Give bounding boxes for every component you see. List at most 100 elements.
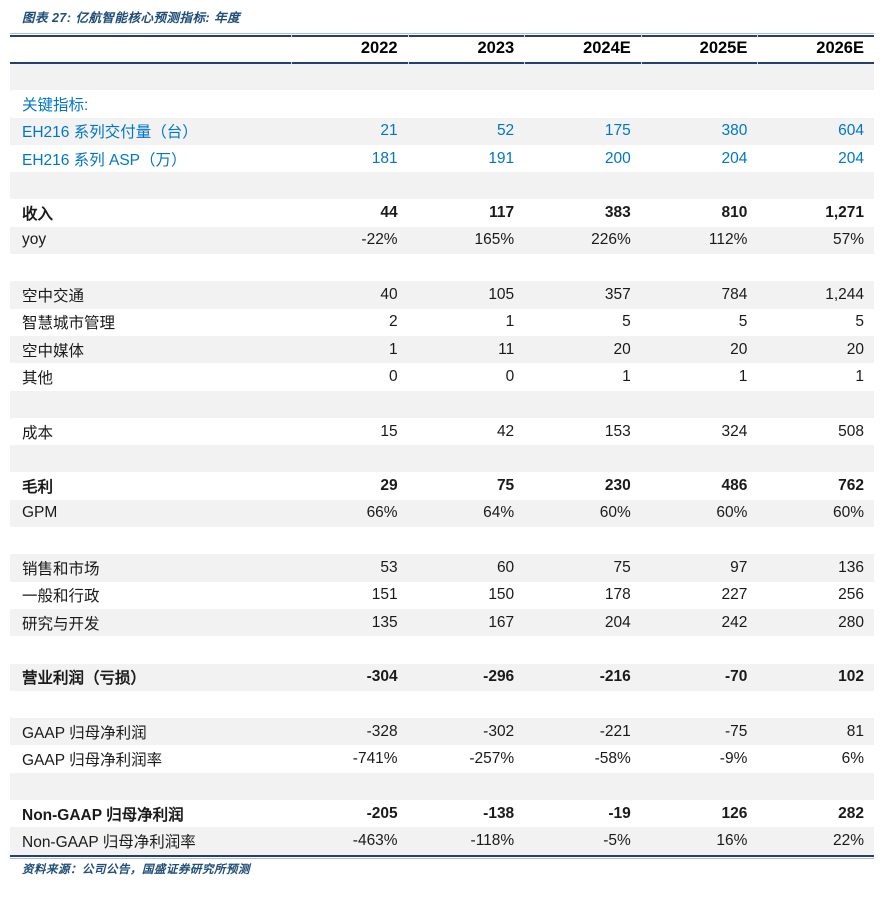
row-label: EH216 系列交付量（台） [22, 124, 198, 142]
forecast-table: 2022 2023 2024E 2025E 2026E 关键指标: EH216 系… [10, 33, 874, 855]
value-cell: 810 [721, 204, 748, 222]
value-cell: 280 [838, 613, 864, 631]
value-cell: -296 [483, 668, 515, 686]
value-cell: 380 [721, 122, 748, 140]
value-cell [757, 636, 874, 663]
value-cell: 44 [380, 204, 398, 222]
row-label [10, 172, 291, 199]
row-label: 营业利润（亏损） [22, 670, 147, 688]
table-body: 关键指标: EH216 系列交付量（台） 21 52 175 380 604 EH216 系列… [10, 63, 874, 855]
row-label: 毛利 [22, 479, 54, 497]
value-cell: 52 [496, 122, 515, 140]
value-cell: 383 [604, 204, 631, 222]
value-cell: 42 [496, 422, 515, 440]
value-cell [757, 773, 874, 800]
header-row: 2022 2023 2024E 2025E 2026E [10, 33, 874, 64]
value-cell: 102 [838, 668, 864, 686]
value-cell: 0 [505, 367, 515, 385]
table-row: 其他 0 0 1 1 1 [10, 363, 874, 390]
value-cell: 40 [380, 286, 398, 304]
value-cell [524, 254, 641, 281]
row-label: 收入 [22, 206, 54, 224]
value-cell [524, 172, 641, 199]
value-cell: 75 [613, 558, 631, 576]
row-label: GPM [22, 504, 58, 522]
value-cell [291, 636, 408, 663]
value-cell [291, 691, 408, 718]
value-cell [641, 691, 758, 718]
table-row: 收入 44 117 383 810 1,271 [10, 199, 874, 226]
value-cell: 64% [483, 504, 515, 522]
value-cell: -257% [469, 750, 515, 768]
value-cell [408, 254, 525, 281]
row-label: 一般和行政 [22, 588, 100, 606]
source-note: 资料来源：公司公告，国盛证券研究所预测 [22, 863, 250, 876]
value-cell: 1 [738, 367, 748, 385]
value-cell: 204 [838, 149, 864, 167]
column-header-2026e: 2026E [757, 33, 874, 64]
value-cell: -221 [599, 722, 631, 740]
spacer-row [10, 772, 874, 801]
value-cell [757, 391, 874, 418]
value-cell [641, 527, 758, 554]
value-cell: 21 [380, 122, 398, 140]
value-cell [641, 90, 758, 117]
table-top-rule [10, 33, 874, 37]
value-cell: 81 [846, 722, 864, 740]
value-cell: 66% [366, 504, 398, 522]
value-cell [291, 63, 408, 90]
value-cell: -75 [724, 722, 748, 740]
table-row: GAAP 归母净利润 -328 -302 -221 -75 81 [10, 718, 874, 746]
row-label: 空中交通 [22, 288, 85, 306]
value-cell [291, 445, 408, 472]
row-label: 销售和市场 [22, 560, 100, 578]
value-cell [641, 445, 758, 472]
table-row: GPM 66% 64% 60% 60% 60% [10, 499, 874, 528]
table-container: 2022 2023 2024E 2025E 2026E 关键指标: EH216 系… [10, 33, 874, 859]
value-cell [524, 527, 641, 554]
row-label: Non-GAAP 归母净利润率 [22, 833, 196, 851]
row-label: 研究与开发 [22, 615, 100, 633]
value-cell: 226% [591, 231, 631, 249]
row-label: 智慧城市管理 [22, 315, 116, 333]
value-cell: 486 [721, 477, 748, 495]
value-cell: 181 [371, 149, 398, 167]
value-cell [524, 773, 641, 800]
value-cell: 242 [721, 613, 748, 631]
value-cell: 20 [613, 340, 631, 358]
row-label: 空中媒体 [22, 342, 85, 360]
value-cell: -138 [483, 804, 515, 822]
spacer-row [10, 172, 874, 200]
value-cell: 126 [721, 804, 748, 822]
value-cell: 2 [388, 313, 398, 331]
value-cell [408, 445, 525, 472]
row-label [10, 636, 291, 663]
spacer-row [10, 636, 874, 663]
column-header-2025e: 2025E [640, 33, 758, 64]
value-cell [641, 254, 758, 281]
value-cell: 150 [488, 586, 515, 604]
table-row: 研究与开发 135 167 204 242 280 [10, 608, 874, 637]
header-cell-empty [10, 37, 291, 63]
value-cell: 167 [488, 613, 515, 631]
value-cell [757, 172, 874, 199]
row-label: yoy [22, 231, 47, 249]
value-cell [757, 691, 874, 718]
report-figure-page: 图表 27: 亿航智能核心预测指标: 年度 2022 2023 2024E 20… [0, 11, 884, 922]
value-cell: -118% [470, 831, 515, 849]
value-cell: 165% [474, 231, 515, 249]
value-cell: -328 [366, 722, 398, 740]
value-cell: 784 [721, 286, 748, 304]
value-cell: 1,244 [825, 286, 864, 304]
value-cell [408, 90, 525, 117]
value-cell: 604 [838, 122, 864, 140]
value-cell: 6% [841, 750, 864, 768]
value-cell [408, 391, 525, 418]
value-cell: 135 [371, 613, 398, 631]
value-cell: 256 [838, 586, 864, 604]
value-cell [524, 391, 641, 418]
value-cell [641, 63, 758, 90]
value-cell: -302 [483, 722, 515, 740]
value-cell: -5% [603, 831, 631, 849]
row-label [10, 254, 291, 281]
